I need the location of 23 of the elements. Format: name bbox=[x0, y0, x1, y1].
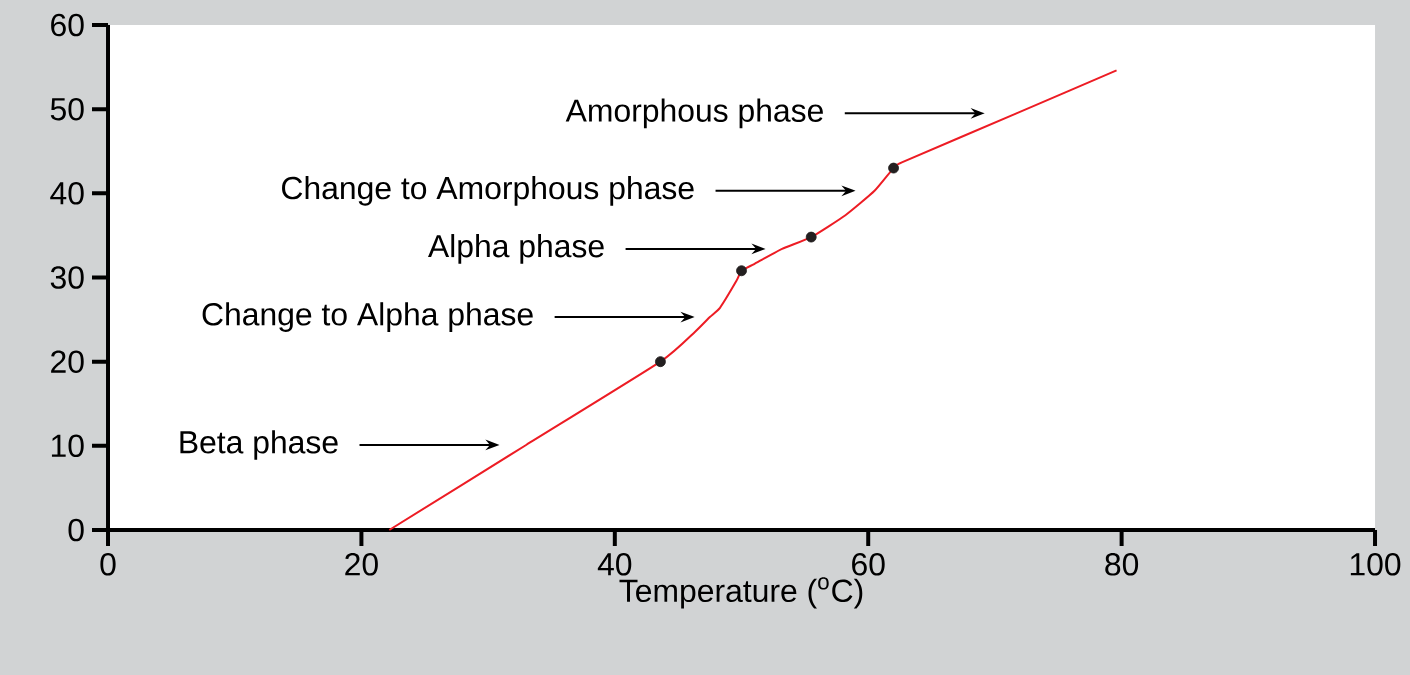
x-axis-title: Temperature ($^{o}$C) bbox=[619, 577, 863, 609]
y-tick-label: 0 bbox=[68, 518, 84, 542]
point bbox=[888, 162, 899, 174]
y-tick-label: 50 bbox=[50, 97, 84, 121]
y-tick-label: 40 bbox=[50, 182, 84, 205]
x-tick-label: 60 bbox=[852, 553, 885, 576]
point bbox=[805, 231, 817, 243]
annotation: Beta phase bbox=[180, 430, 338, 460]
annotation: Change to Alpha phase bbox=[202, 302, 533, 332]
x-tick-label: 100 bbox=[1350, 553, 1401, 576]
y-tick-label: 30 bbox=[50, 266, 84, 289]
x-tick-label: 0 bbox=[100, 553, 116, 576]
annotation: Alpha phase bbox=[427, 234, 604, 264]
x-tick-label: 20 bbox=[345, 553, 378, 576]
point bbox=[655, 356, 666, 368]
x-tick-label: 80 bbox=[1105, 553, 1139, 576]
annotation: Change to Amorphous phase bbox=[282, 175, 694, 206]
point bbox=[736, 265, 747, 277]
annotation: Amorphous phase bbox=[565, 98, 823, 129]
y-tick-label: 60 bbox=[51, 13, 84, 37]
y-tick-label: 20 bbox=[51, 350, 84, 373]
x-tick-label: 40 bbox=[597, 553, 632, 576]
y-tick-label: 10 bbox=[51, 434, 84, 458]
